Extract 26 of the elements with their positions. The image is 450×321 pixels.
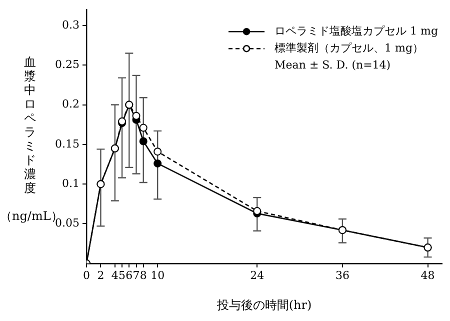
- y-tick-label: 0.2: [62, 98, 80, 111]
- legend-label: ロペラミド塩酸塩カプセル 1 mg: [274, 24, 438, 38]
- x-tick-label: 10: [150, 268, 165, 282]
- x-tick-label: 8: [140, 268, 147, 282]
- point: [132, 112, 140, 120]
- x-tick-label: 4: [111, 268, 118, 282]
- x-axis-title: 投与後の時間(hr): [216, 298, 312, 312]
- y-tick-label: 0.15: [54, 137, 80, 150]
- y-tick-label: 0.05: [54, 216, 80, 230]
- legend-label: 標準製剤（カプセル、1 mg）: [274, 41, 424, 54]
- point: [139, 124, 148, 132]
- point: [154, 159, 162, 168]
- x-tick-label: 6: [126, 268, 133, 282]
- x-tick-label: 5: [118, 268, 126, 282]
- y-tick-label: 0.25: [54, 58, 80, 71]
- x-tick-label: 2: [97, 268, 104, 282]
- x-tick-label: 7: [132, 268, 140, 282]
- y-tick-label: 0.3: [62, 18, 80, 32]
- annotation: Mean ± S. D. (n=14): [274, 58, 391, 72]
- y-tick-label: 0.1: [62, 176, 80, 190]
- x-tick-label: 48: [420, 268, 435, 282]
- point: [154, 148, 162, 156]
- x-tick-label: 24: [250, 268, 264, 282]
- x-tick-label: 36: [335, 268, 350, 282]
- point: [139, 137, 148, 146]
- x-tick-label: 0: [82, 268, 90, 282]
